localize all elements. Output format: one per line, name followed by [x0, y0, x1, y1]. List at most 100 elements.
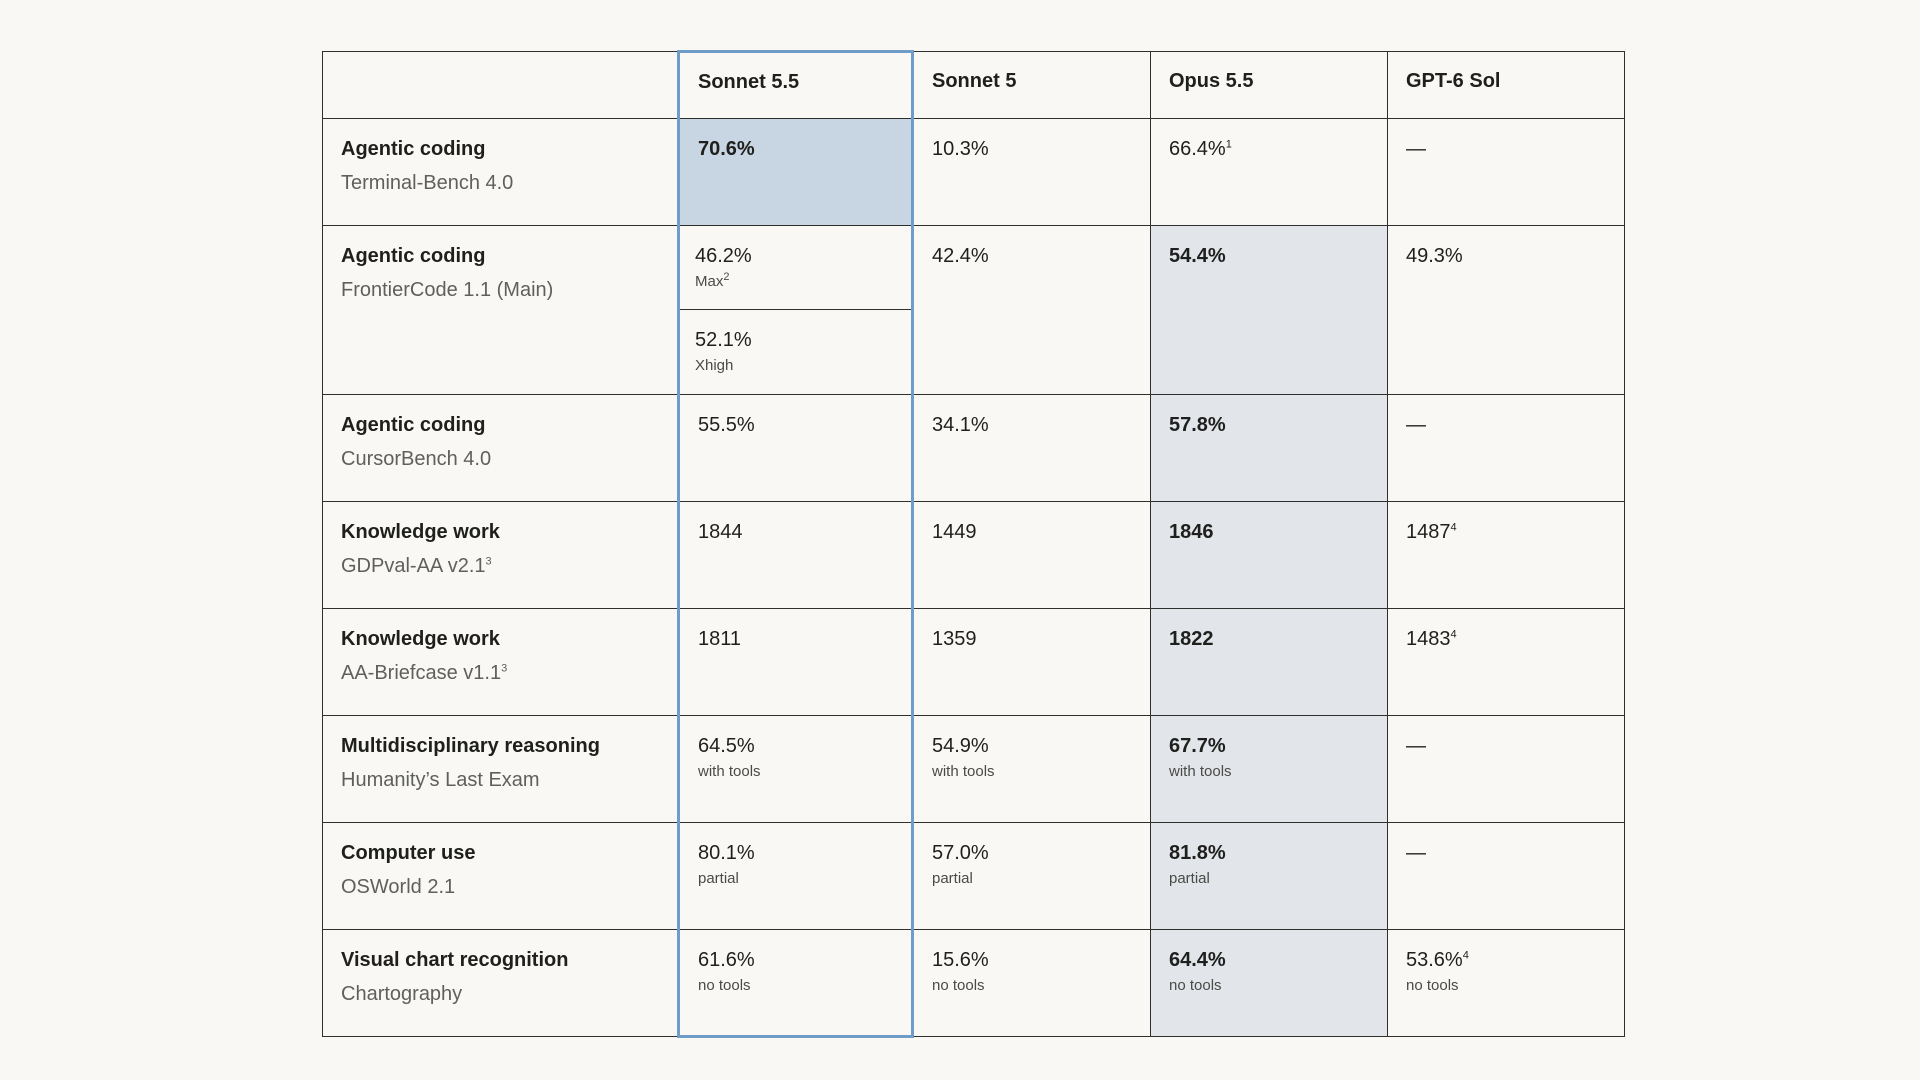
score-value: 80.1% [698, 842, 755, 864]
category-label: Knowledge work [341, 628, 500, 650]
table-row: Agentic coding CursorBench 4.0 55.5% 34.… [322, 394, 1625, 502]
row-label-cell: Multidisciplinary reasoning Humanity’s L… [322, 715, 679, 823]
cell-sonnet-5-5: 55.5% [677, 394, 914, 502]
cell-sonnet-5-5: 46.2% Max2 52.1% Xhigh [677, 225, 914, 395]
score-value: — [1406, 735, 1426, 757]
cell-sonnet-5-5: 61.6% no tools [677, 929, 914, 1038]
header-blank-cell [322, 51, 679, 119]
score-note: with tools [698, 763, 761, 780]
cell-sonnet-5: 57.0% partial [912, 822, 1151, 930]
category-label: Visual chart recognition [341, 949, 569, 971]
row-label-cell: Knowledge work AA-Briefcase v1.13 [322, 608, 679, 716]
cell-opus-5-5: 1846 [1150, 501, 1388, 609]
table-row: Agentic coding FrontierCode 1.1 (Main) 4… [322, 225, 1625, 395]
cell-sonnet-5-5: 64.5% with tools [677, 715, 914, 823]
cell-opus-5-5: 81.8% partial [1150, 822, 1388, 930]
cell-sonnet-5-5: 1844 [677, 501, 914, 609]
score-value: 64.4% [1169, 949, 1226, 971]
score-value: — [1406, 138, 1426, 160]
cell-opus-5-5: 54.4% [1150, 225, 1388, 395]
score-value: 53.6%4 [1406, 949, 1469, 971]
benchmark-name: AA-Briefcase v1.13 [341, 662, 508, 684]
row-label-cell: Knowledge work GDPval-AA v2.13 [322, 501, 679, 609]
cell-sonnet-5: 1449 [912, 501, 1151, 609]
cell-gpt-6-sol: — [1387, 715, 1625, 823]
sub-cell-xhigh: 52.1% Xhigh [680, 310, 911, 376]
header-sonnet-5: Sonnet 5 [912, 51, 1151, 119]
score-value: 49.3% [1406, 245, 1463, 267]
score-value: 1359 [932, 628, 977, 650]
score-value: 57.0% [932, 842, 989, 864]
cell-sonnet-5-5: 1811 [677, 608, 914, 716]
cell-gpt-6-sol: 53.6%4 no tools [1387, 929, 1625, 1037]
cell-gpt-6-sol: 14834 [1387, 608, 1625, 716]
score-value: — [1406, 842, 1426, 864]
score-value: 70.6% [698, 138, 755, 160]
score-value: 61.6% [698, 949, 755, 971]
score-value: 81.8% [1169, 842, 1226, 864]
cell-sonnet-5-5: 70.6% [677, 118, 914, 226]
score-value: 1449 [932, 521, 977, 543]
benchmark-name: Humanity’s Last Exam [341, 769, 540, 791]
cell-sonnet-5: 42.4% [912, 225, 1151, 395]
benchmark-name: OSWorld 2.1 [341, 876, 456, 898]
cell-gpt-6-sol: 49.3% [1387, 225, 1625, 395]
score-value: 1822 [1169, 628, 1214, 650]
score-value: 34.1% [932, 414, 989, 436]
table-row: Agentic coding Terminal-Bench 4.0 70.6% … [322, 118, 1625, 226]
category-label: Agentic coding [341, 414, 486, 436]
sub-cell-max: 46.2% Max2 [680, 226, 911, 310]
score-note: with tools [932, 763, 995, 780]
benchmark-table-container: Sonnet 5.5 Sonnet 5 Opus 5.5 GPT-6 Sol A… [322, 50, 1625, 1038]
score-value: 54.4% [1169, 245, 1226, 267]
score-value: 15.6% [932, 949, 989, 971]
cell-sonnet-5: 1359 [912, 608, 1151, 716]
score-note: no tools [932, 977, 985, 994]
header-gpt-6-sol: GPT-6 Sol [1387, 51, 1625, 119]
score-note: partial [698, 870, 739, 887]
category-label: Agentic coding [341, 138, 486, 160]
header-row: Sonnet 5.5 Sonnet 5 Opus 5.5 GPT-6 Sol [322, 50, 1625, 119]
category-label: Agentic coding [341, 245, 486, 267]
table-row: Multidisciplinary reasoning Humanity’s L… [322, 715, 1625, 823]
cell-opus-5-5: 64.4% no tools [1150, 929, 1388, 1037]
category-label: Knowledge work [341, 521, 500, 543]
cell-sonnet-5: 10.3% [912, 118, 1151, 226]
cell-sonnet-5: 15.6% no tools [912, 929, 1151, 1037]
score-note: no tools [1406, 977, 1459, 994]
cell-sonnet-5: 54.9% with tools [912, 715, 1151, 823]
header-sonnet-5-5: Sonnet 5.5 [677, 50, 914, 119]
score-note: with tools [1169, 763, 1232, 780]
score-note: partial [932, 870, 973, 887]
score-value: 57.8% [1169, 414, 1226, 436]
table-row: Knowledge work AA-Briefcase v1.13 1811 1… [322, 608, 1625, 716]
score-value: 66.4%1 [1169, 138, 1232, 160]
category-label: Multidisciplinary reasoning [341, 735, 600, 757]
table-row: Visual chart recognition Chartography 61… [322, 929, 1625, 1038]
score-note: no tools [698, 977, 751, 994]
table-row: Knowledge work GDPval-AA v2.13 1844 1449… [322, 501, 1625, 609]
score-note: partial [1169, 870, 1210, 887]
category-label: Computer use [341, 842, 476, 864]
header-opus-5-5: Opus 5.5 [1150, 51, 1388, 119]
score-value: 1811 [698, 628, 742, 650]
cell-opus-5-5: 1822 [1150, 608, 1388, 716]
row-label-cell: Agentic coding CursorBench 4.0 [322, 394, 679, 502]
table-row: Computer use OSWorld 2.1 80.1% partial 5… [322, 822, 1625, 930]
score-value: 1846 [1169, 521, 1214, 543]
score-value: 42.4% [932, 245, 989, 267]
score-value: 55.5% [698, 414, 755, 436]
cell-sonnet-5-5: 80.1% partial [677, 822, 914, 930]
benchmark-table: Sonnet 5.5 Sonnet 5 Opus 5.5 GPT-6 Sol A… [322, 50, 1625, 1038]
cell-opus-5-5: 66.4%1 [1150, 118, 1388, 226]
benchmark-name: CursorBench 4.0 [341, 448, 492, 470]
benchmark-name: Chartography [341, 983, 463, 1005]
score-value: 54.9% [932, 735, 989, 757]
score-value: 67.7% [1169, 735, 1226, 757]
row-label-cell: Visual chart recognition Chartography [322, 929, 679, 1037]
cell-gpt-6-sol: — [1387, 394, 1625, 502]
row-label-cell: Agentic coding FrontierCode 1.1 (Main) [322, 225, 679, 395]
benchmark-name: Terminal-Bench 4.0 [341, 172, 514, 194]
cell-gpt-6-sol: 14874 [1387, 501, 1625, 609]
score-value: — [1406, 414, 1426, 436]
